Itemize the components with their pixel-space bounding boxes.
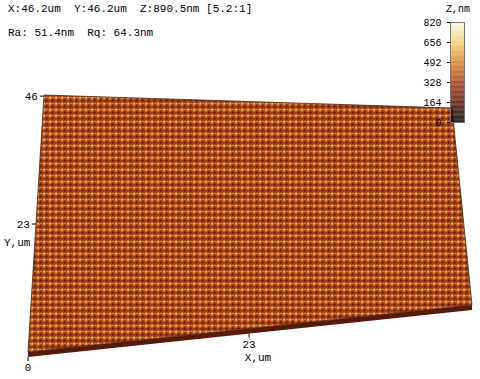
html-text:Z,nm: Z,nm: [446, 4, 470, 15]
svg-text:492: 492: [423, 58, 441, 69]
html-text:X:46.2um Y:46.2um Z:890.5nm [5: X:46.2um Y:46.2um Z:890.5nm [5.2:1]: [8, 3, 253, 15]
svg-text:0: 0: [25, 362, 32, 374]
svg-text:0: 0: [435, 118, 441, 128]
svg-text:656: 656: [423, 38, 441, 49]
svg-text:46: 46: [25, 91, 38, 103]
svg-text:164: 164: [423, 98, 441, 109]
svg-text:X,um: X,um: [245, 352, 272, 364]
svg-text:Y,um: Y,um: [4, 237, 31, 249]
svg-text:23: 23: [17, 219, 30, 231]
html-text:Ra: 51.4nm Rq: 64.3nm: Ra: 51.4nm Rq: 64.3nm: [8, 27, 154, 39]
svg-text:23: 23: [242, 339, 255, 351]
svg-text:328: 328: [423, 78, 441, 89]
svg-text:820: 820: [423, 18, 441, 29]
